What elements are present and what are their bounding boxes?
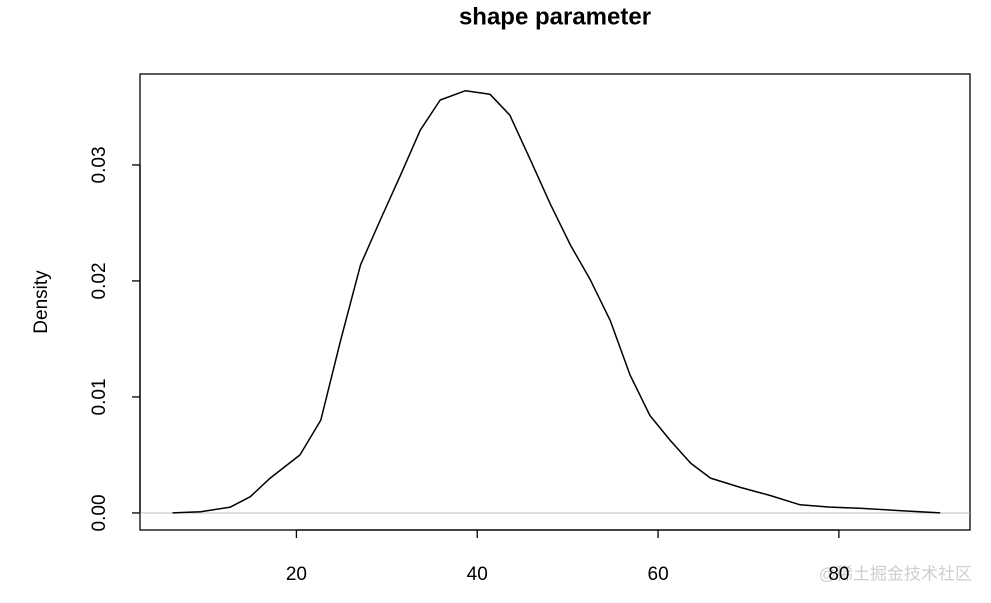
- y-tick-label: 0.01: [89, 378, 110, 415]
- y-tick-label: 0.00: [89, 494, 110, 531]
- x-tick-label: 20: [286, 564, 307, 585]
- chart-title: shape parameter: [459, 3, 651, 30]
- y-axis-label: Density: [31, 270, 52, 334]
- x-tick-label: 80: [828, 564, 849, 585]
- plot-box: [139, 73, 971, 531]
- watermark: @稀土掘金技术社区: [819, 564, 972, 583]
- x-tick-label: 40: [467, 564, 488, 585]
- y-tick-label: 0.02: [89, 262, 110, 299]
- x-tick-label: 60: [648, 564, 669, 585]
- y-tick-label: 0.03: [89, 146, 110, 183]
- density-line: [172, 89, 941, 514]
